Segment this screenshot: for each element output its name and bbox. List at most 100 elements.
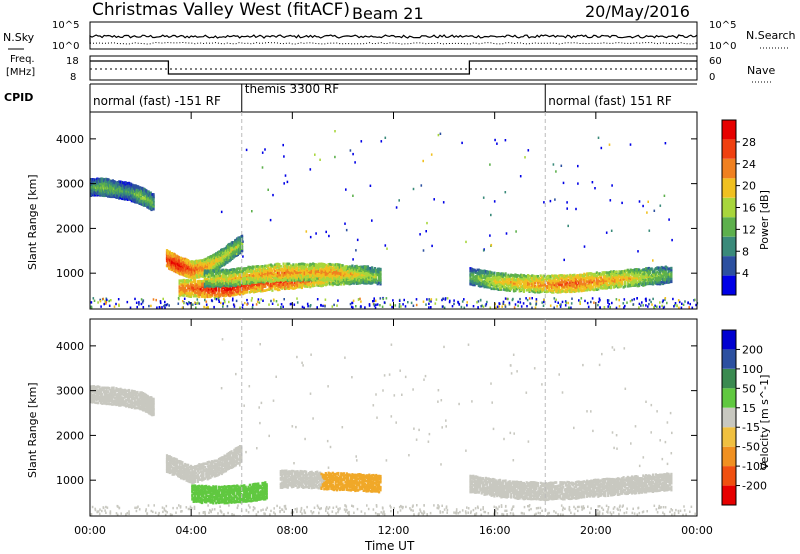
data-cell <box>316 278 319 282</box>
data-cell <box>555 282 558 285</box>
data-cell <box>274 269 277 273</box>
data-cell <box>241 284 244 288</box>
data-cell <box>179 293 183 297</box>
data-cell <box>323 281 326 285</box>
data-cell <box>241 278 244 282</box>
data-cell <box>500 275 503 279</box>
data-cell <box>279 286 282 289</box>
data-cell <box>368 273 371 277</box>
data-cell <box>335 269 339 273</box>
data-cell <box>282 283 285 286</box>
data-cell <box>477 272 480 276</box>
data-cell <box>241 234 244 238</box>
data-cell <box>286 277 289 281</box>
data-cell <box>222 262 225 265</box>
data-cell <box>212 283 215 287</box>
data-cell <box>505 275 509 279</box>
data-cell <box>333 281 336 285</box>
data-cell <box>306 270 309 274</box>
data-cell <box>542 282 545 285</box>
data-cell <box>368 280 371 283</box>
data-cell <box>276 277 280 281</box>
data-cell <box>264 275 267 278</box>
data-cell <box>210 272 213 275</box>
data-cell <box>217 295 221 298</box>
data-cell <box>238 275 242 279</box>
data-cell <box>328 275 332 278</box>
data-cell <box>348 266 351 270</box>
data-cell <box>244 290 247 293</box>
data-cell <box>335 279 339 282</box>
data-cell <box>479 270 482 274</box>
data-cell <box>298 277 301 280</box>
data-cell <box>319 278 322 281</box>
data-cell <box>230 290 233 293</box>
data-cell <box>189 295 192 298</box>
data-cell <box>333 267 336 270</box>
data-cell <box>327 277 330 281</box>
data-cell <box>203 282 206 286</box>
data-cell <box>254 265 257 268</box>
data-cell <box>185 279 188 282</box>
data-cell <box>289 266 292 270</box>
data-cell <box>121 192 124 195</box>
data-cell <box>286 285 289 289</box>
data-cell <box>208 289 211 292</box>
data-cell <box>313 273 316 277</box>
data-cell <box>331 283 334 287</box>
data-cell <box>216 280 219 284</box>
data-cell <box>490 274 493 277</box>
data-cell <box>503 273 506 277</box>
data-cell <box>366 268 369 271</box>
data-cell <box>556 275 559 278</box>
data-cell <box>174 262 177 265</box>
data-cell <box>224 274 228 277</box>
data-cell <box>274 265 277 269</box>
data-cell <box>191 289 194 292</box>
data-cell <box>292 268 295 271</box>
data-cell <box>290 265 294 268</box>
data-cell <box>529 275 532 278</box>
data-cell <box>354 278 357 281</box>
data-cell <box>553 288 556 292</box>
data-cell <box>224 276 228 279</box>
data-cell <box>202 281 205 284</box>
data-cell <box>549 280 552 283</box>
data-cell <box>310 284 313 287</box>
data-cell <box>244 270 247 274</box>
data-cell <box>320 284 323 288</box>
data-cell <box>199 292 202 295</box>
data-cell <box>184 285 187 289</box>
data-cell <box>215 272 218 275</box>
data-cell <box>501 279 504 283</box>
data-cell <box>312 271 315 275</box>
data-cell <box>217 279 221 282</box>
data-cell <box>555 284 558 288</box>
data-cell <box>479 272 482 276</box>
data-cell <box>206 274 209 277</box>
data-cell <box>246 281 249 285</box>
data-cell <box>246 277 249 281</box>
data-cell <box>152 195 155 198</box>
data-cell <box>484 271 487 275</box>
data-cell <box>334 282 337 286</box>
data-cell <box>528 280 531 283</box>
data-cell <box>507 288 510 292</box>
data-cell <box>378 281 381 285</box>
data-cell <box>135 191 138 195</box>
data-cell <box>475 270 478 273</box>
data-cell <box>234 274 237 278</box>
data-cell <box>212 276 215 279</box>
data-cell <box>196 281 199 285</box>
data-cell <box>379 270 382 273</box>
data-cell <box>552 286 555 289</box>
data-cell <box>258 268 261 271</box>
data-cell <box>520 288 523 292</box>
data-cell <box>246 288 249 291</box>
data-cell <box>347 273 350 276</box>
data-cell <box>333 278 336 281</box>
data-cell <box>234 280 237 283</box>
data-cell <box>496 278 499 281</box>
data-cell <box>265 264 268 268</box>
data-cell <box>552 274 555 278</box>
